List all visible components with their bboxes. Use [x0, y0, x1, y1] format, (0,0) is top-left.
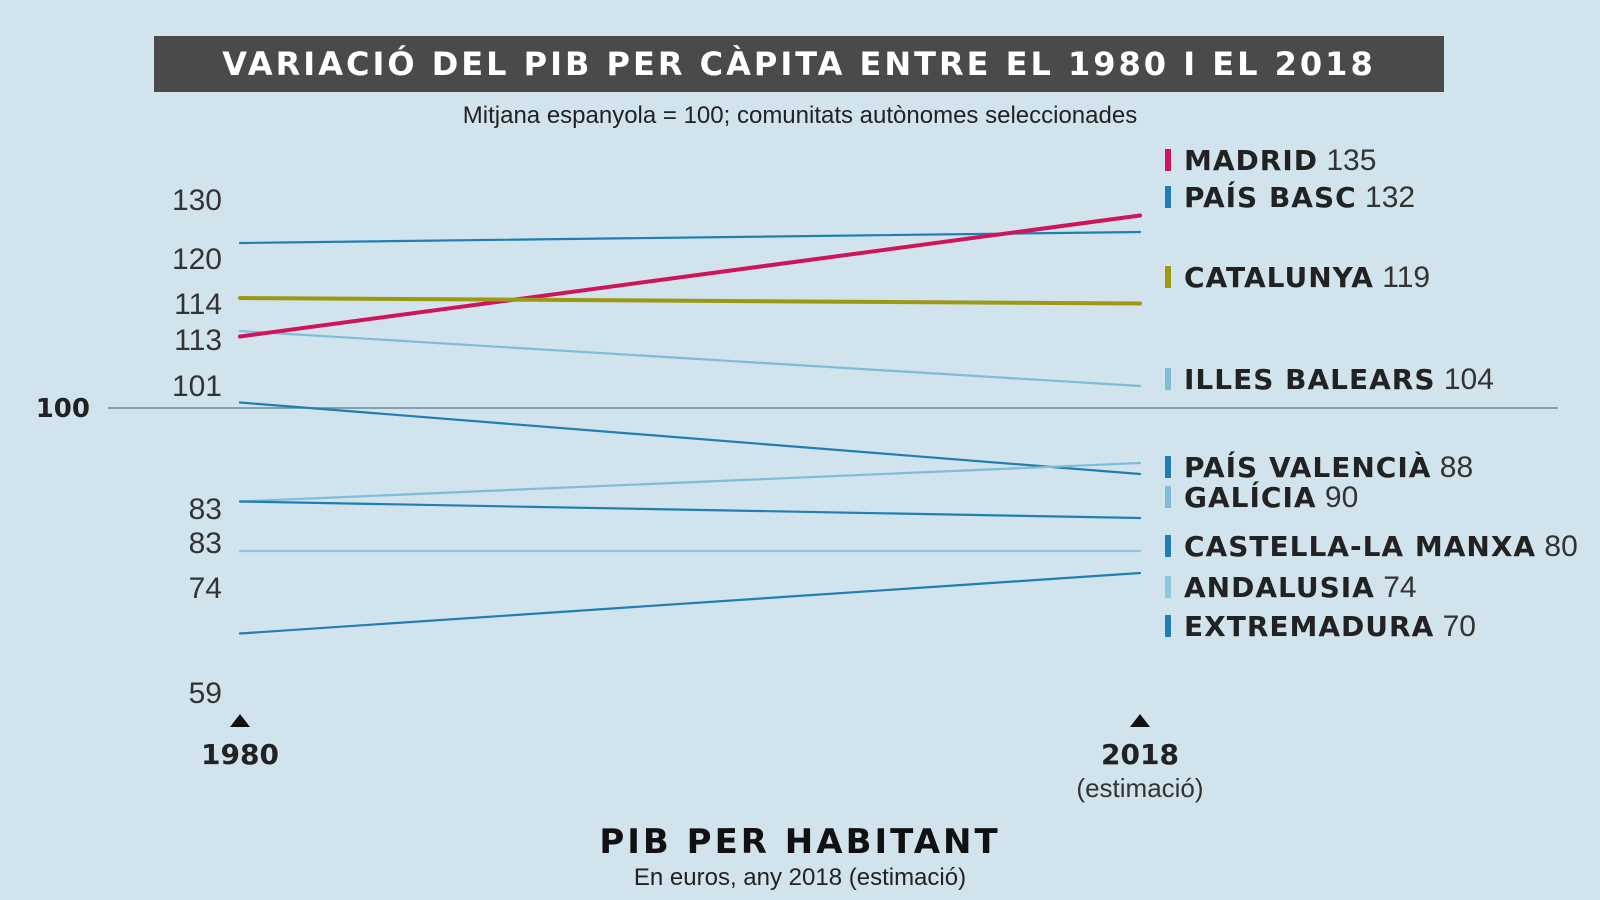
x-axis-marker-2018 — [1130, 714, 1150, 727]
start-value-label: 59 — [189, 677, 222, 710]
legend-marker-catalunya — [1165, 266, 1171, 288]
start-value-label: 101 — [172, 370, 222, 403]
series-line-madrid — [238, 213, 1142, 339]
legend-marker-pais-basc — [1165, 186, 1171, 208]
end-label-pais-valencia: PAÍS VALENCIÀ 88 — [1184, 450, 1473, 484]
x-axis-note-2018: (estimació) — [1076, 773, 1203, 803]
series-line-catalunya — [238, 296, 1142, 306]
series-line-galicia — [238, 461, 1142, 503]
start-value-label: 83 — [189, 527, 222, 560]
reference-label-100: 100 — [36, 394, 90, 424]
end-label-extremadura: EXTREMADURA 70 — [1184, 610, 1476, 643]
series-line-illes-balears — [238, 329, 1142, 388]
end-label-illes-balears: ILLES BALEARS 104 — [1184, 363, 1494, 396]
start-value-label: 130 — [172, 184, 222, 217]
end-label-castella-la-manxa: CASTELLA-LA MANXA 80 — [1184, 530, 1578, 563]
chart-subtitle: Mitjana espanyola = 100; comunitats autò… — [462, 102, 1138, 129]
legend-marker-illes-balears — [1165, 368, 1171, 390]
section-subtitle: En euros, any 2018 (estimació) — [633, 864, 967, 891]
x-axis-label-2018: 2018 — [1101, 738, 1179, 771]
start-value-label: 74 — [189, 572, 222, 605]
legend-marker-pais-valencia — [1165, 456, 1171, 478]
series-line-pais-valencia — [238, 401, 1142, 476]
x-axis-label-1980: 1980 — [201, 738, 279, 771]
legend-marker-castella-la-manxa — [1165, 535, 1171, 557]
series-line-castella-la-manxa — [238, 500, 1142, 520]
end-label-pais-basc: PAÍS BASC 132 — [1184, 180, 1415, 214]
legend-marker-extremadura — [1165, 615, 1171, 637]
series-line-extremadura — [238, 571, 1142, 635]
chart-title: VARIACIÓ DEL PIB PER CÀPITA ENTRE EL 198… — [154, 36, 1444, 92]
end-label-andalusia: ANDALUSIA 74 — [1184, 571, 1417, 604]
end-label-madrid: MADRID 135 — [1184, 144, 1376, 177]
legend-marker-galicia — [1165, 486, 1171, 508]
legend-marker-andalusia — [1165, 576, 1171, 598]
x-axis-marker-1980 — [230, 714, 250, 727]
start-value-label: 83 — [189, 493, 222, 526]
start-value-label: 113 — [174, 324, 222, 357]
section-title: PIB PER HABITANT — [599, 822, 1001, 862]
legend-marker-madrid — [1165, 149, 1171, 171]
start-value-label: 120 — [172, 243, 222, 276]
start-value-label: 114 — [174, 288, 222, 321]
end-label-galicia: GALÍCIA 90 — [1184, 480, 1358, 514]
end-label-catalunya: CATALUNYA 119 — [1184, 261, 1430, 294]
